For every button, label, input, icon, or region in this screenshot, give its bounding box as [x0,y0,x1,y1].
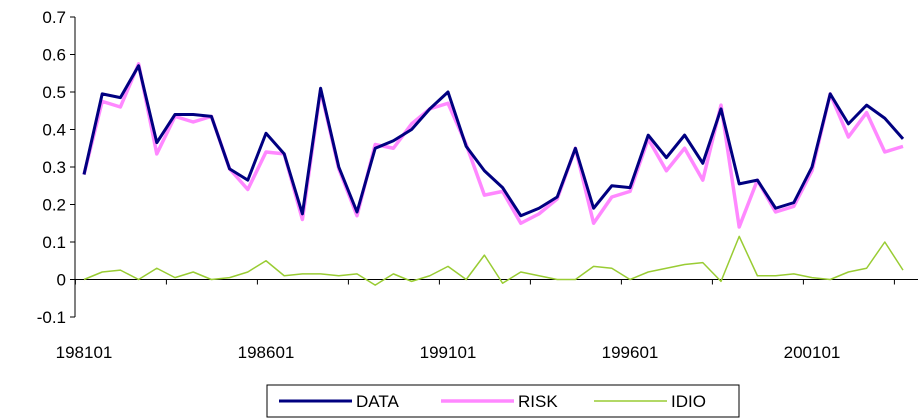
series-line-data [82,64,905,218]
y-tick-label: 0.1 [42,233,66,252]
legend-label-risk: RISK [518,392,558,411]
legend-label-data: DATA [356,392,399,411]
y-tick-label: 0.7 [42,8,66,27]
y-tick-label: 0.5 [42,83,66,102]
chart-legend: DATA RISK IDIO [266,384,740,418]
legend-label-idio: IDIO [671,392,706,411]
y-tick-label: 0.2 [42,196,66,215]
y-tick-label: 0 [57,271,66,290]
series-line-risk [82,62,904,229]
x-tick-label: 200101 [784,343,841,362]
y-tick-label: -0.1 [37,308,66,327]
chart-series [82,62,905,286]
y-tick-label: 0.6 [42,46,66,65]
x-tick-label: 199101 [420,343,477,362]
y-tick-label: 0.4 [42,121,66,140]
x-tick-label: 199601 [602,343,659,362]
y-tick-label: 0.3 [42,158,66,177]
x-tick-label: 198601 [238,343,295,362]
series-line-idio [83,235,904,286]
x-tick-label: 198101 [56,343,113,362]
chart-axes: -0.1 0 0.1 0.2 0.3 0.4 0.5 0.6 0.7 198101 198601 19… [37,8,918,362]
